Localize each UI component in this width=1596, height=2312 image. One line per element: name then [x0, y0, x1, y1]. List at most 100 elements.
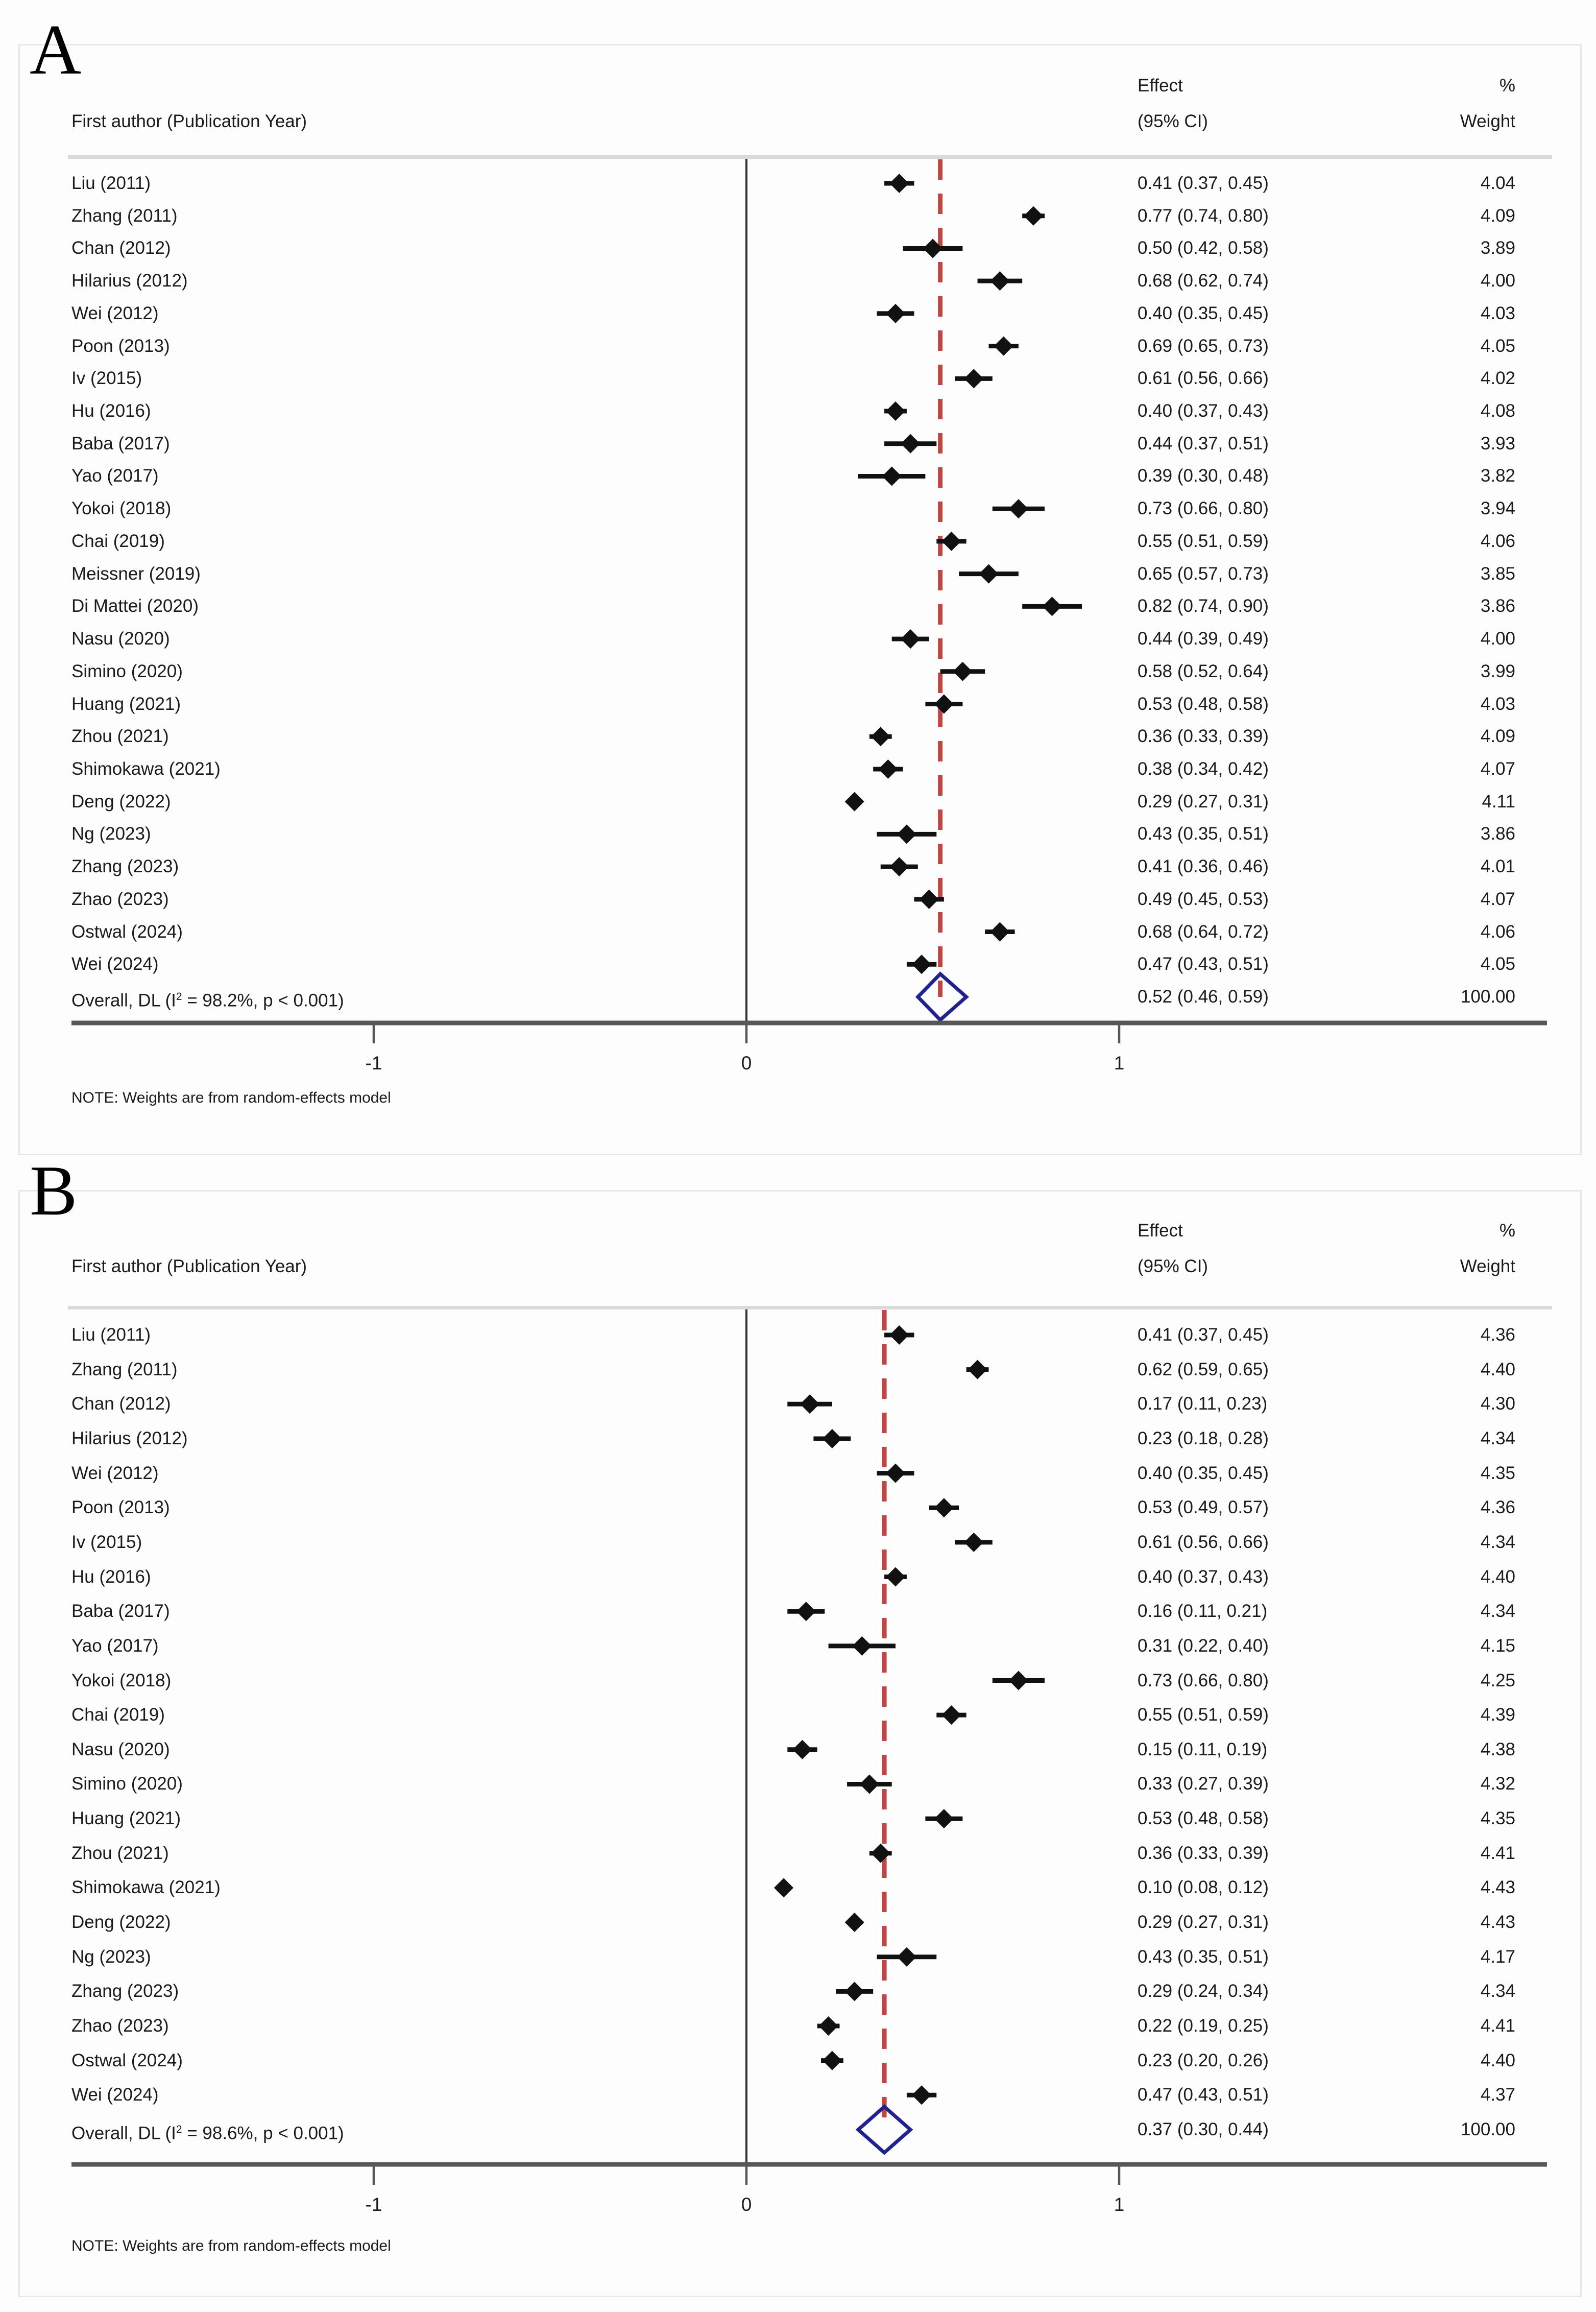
point-marker [870, 1843, 890, 1863]
column-header-effect-line1: Effect [1138, 76, 1183, 96]
effect-value: 0.43 (0.35, 0.51) [1138, 824, 1269, 844]
point-marker [886, 1567, 905, 1587]
point-marker [934, 1809, 954, 1829]
weight-value: 3.93 [1480, 433, 1515, 454]
study-label: Zhao (2023) [71, 2016, 169, 2036]
study-label: Zhang (2011) [71, 205, 178, 226]
weight-value: 4.04 [1480, 173, 1515, 193]
effect-value: 0.17 (0.11, 0.23) [1138, 1394, 1268, 1414]
study-label: Yao (2017) [71, 1635, 159, 1656]
weight-value: 4.06 [1480, 921, 1515, 942]
point-marker [941, 531, 961, 551]
point-marker [774, 1878, 793, 1898]
weight-value: 4.41 [1480, 1843, 1515, 1863]
overall-label: Overall, DL (I2 = 98.6%, p < 0.001) [71, 2123, 344, 2143]
study-label: Iv (2015) [71, 1532, 142, 1552]
effect-value: 0.29 (0.27, 0.31) [1138, 1912, 1269, 1933]
effect-value: 0.73 (0.66, 0.80) [1138, 498, 1269, 519]
x-axis-tick-label: -1 [365, 1053, 382, 1074]
study-label: Yokoi (2018) [71, 1670, 172, 1690]
weight-value: 4.37 [1480, 2085, 1515, 2105]
x-axis-tick-label: 1 [1114, 2194, 1125, 2215]
overall-weight-value: 100.00 [1460, 2119, 1515, 2139]
point-marker [870, 727, 890, 747]
weight-value: 3.99 [1480, 661, 1515, 681]
effect-value: 0.61 (0.56, 0.66) [1138, 1532, 1269, 1552]
point-marker [859, 1774, 879, 1794]
study-label: Shimokawa (2021) [71, 1877, 221, 1898]
study-label: Hu (2016) [71, 1566, 151, 1587]
effect-value: 0.47 (0.43, 0.51) [1138, 2085, 1269, 2105]
point-marker [796, 1602, 816, 1622]
weight-value: 4.06 [1480, 531, 1515, 551]
weight-value: 4.03 [1480, 303, 1515, 323]
weight-value: 4.05 [1480, 336, 1515, 356]
weight-value: 4.09 [1480, 205, 1515, 226]
weight-value: 4.40 [1480, 1359, 1515, 1379]
column-header-effect-line2: (95% CI) [1138, 1256, 1208, 1276]
point-marker [844, 792, 864, 812]
point-marker [882, 466, 902, 486]
weight-value: 3.89 [1480, 238, 1515, 258]
point-marker [800, 1394, 820, 1414]
point-marker [953, 661, 973, 681]
weight-value: 4.30 [1480, 1394, 1515, 1414]
study-label: Di Mattei (2020) [71, 596, 199, 616]
study-label: Poon (2013) [71, 336, 170, 356]
point-marker [912, 2085, 932, 2105]
weight-value: 3.86 [1480, 824, 1515, 844]
effect-value: 0.53 (0.49, 0.57) [1138, 1497, 1269, 1518]
study-label: Deng (2022) [71, 791, 171, 812]
effect-value: 0.77 (0.74, 0.80) [1138, 205, 1269, 226]
study-label: Liu (2011) [71, 1325, 151, 1345]
study-label: Chai (2019) [71, 1705, 165, 1725]
overall-effect-value: 0.37 (0.30, 0.44) [1138, 2119, 1269, 2139]
effect-value: 0.36 (0.33, 0.39) [1138, 726, 1269, 747]
point-marker [897, 824, 916, 844]
i-squared-superscript: 2 [176, 2123, 182, 2135]
weight-value: 4.36 [1480, 1325, 1515, 1345]
effect-value: 0.68 (0.64, 0.72) [1138, 921, 1269, 942]
point-marker [941, 1705, 961, 1725]
study-label: Wei (2024) [71, 2085, 159, 2105]
effect-value: 0.40 (0.37, 0.43) [1138, 1566, 1269, 1587]
effect-value: 0.38 (0.34, 0.42) [1138, 758, 1269, 779]
weight-value: 4.38 [1480, 1739, 1515, 1759]
x-axis-tick-label: 0 [741, 2194, 752, 2215]
column-header-weight-line1: % [1499, 1221, 1515, 1241]
study-label: Nasu (2020) [71, 629, 170, 649]
study-label: Hilarius (2012) [71, 1428, 188, 1448]
weight-value: 3.86 [1480, 596, 1515, 616]
study-label: Shimokawa (2021) [71, 758, 221, 779]
point-marker [878, 759, 898, 779]
study-label: Zhou (2021) [71, 726, 169, 747]
point-marker [889, 857, 909, 877]
point-marker [886, 303, 905, 323]
weight-value: 4.02 [1480, 368, 1515, 389]
weight-value: 4.34 [1480, 1981, 1515, 2001]
weight-value: 4.08 [1480, 401, 1515, 421]
effect-value: 0.40 (0.35, 0.45) [1138, 303, 1269, 323]
weight-value: 4.03 [1480, 694, 1515, 714]
study-label: Zhao (2023) [71, 889, 169, 909]
point-marker [1008, 499, 1028, 519]
weight-value: 4.34 [1480, 1428, 1515, 1448]
point-marker [844, 1913, 864, 1933]
study-label: Simino (2020) [71, 1774, 183, 1794]
point-marker [822, 1428, 842, 1448]
weight-value: 4.34 [1480, 1532, 1515, 1552]
weight-value: 4.35 [1480, 1808, 1515, 1829]
weight-value: 4.07 [1480, 889, 1515, 909]
study-label: Meissner (2019) [71, 563, 201, 584]
study-label: Iv (2015) [71, 368, 142, 389]
weight-value: 3.94 [1480, 498, 1515, 519]
weight-value: 4.43 [1480, 1877, 1515, 1898]
study-label: Simino (2020) [71, 661, 183, 681]
weight-value: 4.35 [1480, 1463, 1515, 1483]
effect-value: 0.53 (0.48, 0.58) [1138, 1808, 1269, 1829]
weight-value: 4.32 [1480, 1774, 1515, 1794]
weight-value: 4.25 [1480, 1670, 1515, 1690]
study-label: Yao (2017) [71, 466, 159, 486]
